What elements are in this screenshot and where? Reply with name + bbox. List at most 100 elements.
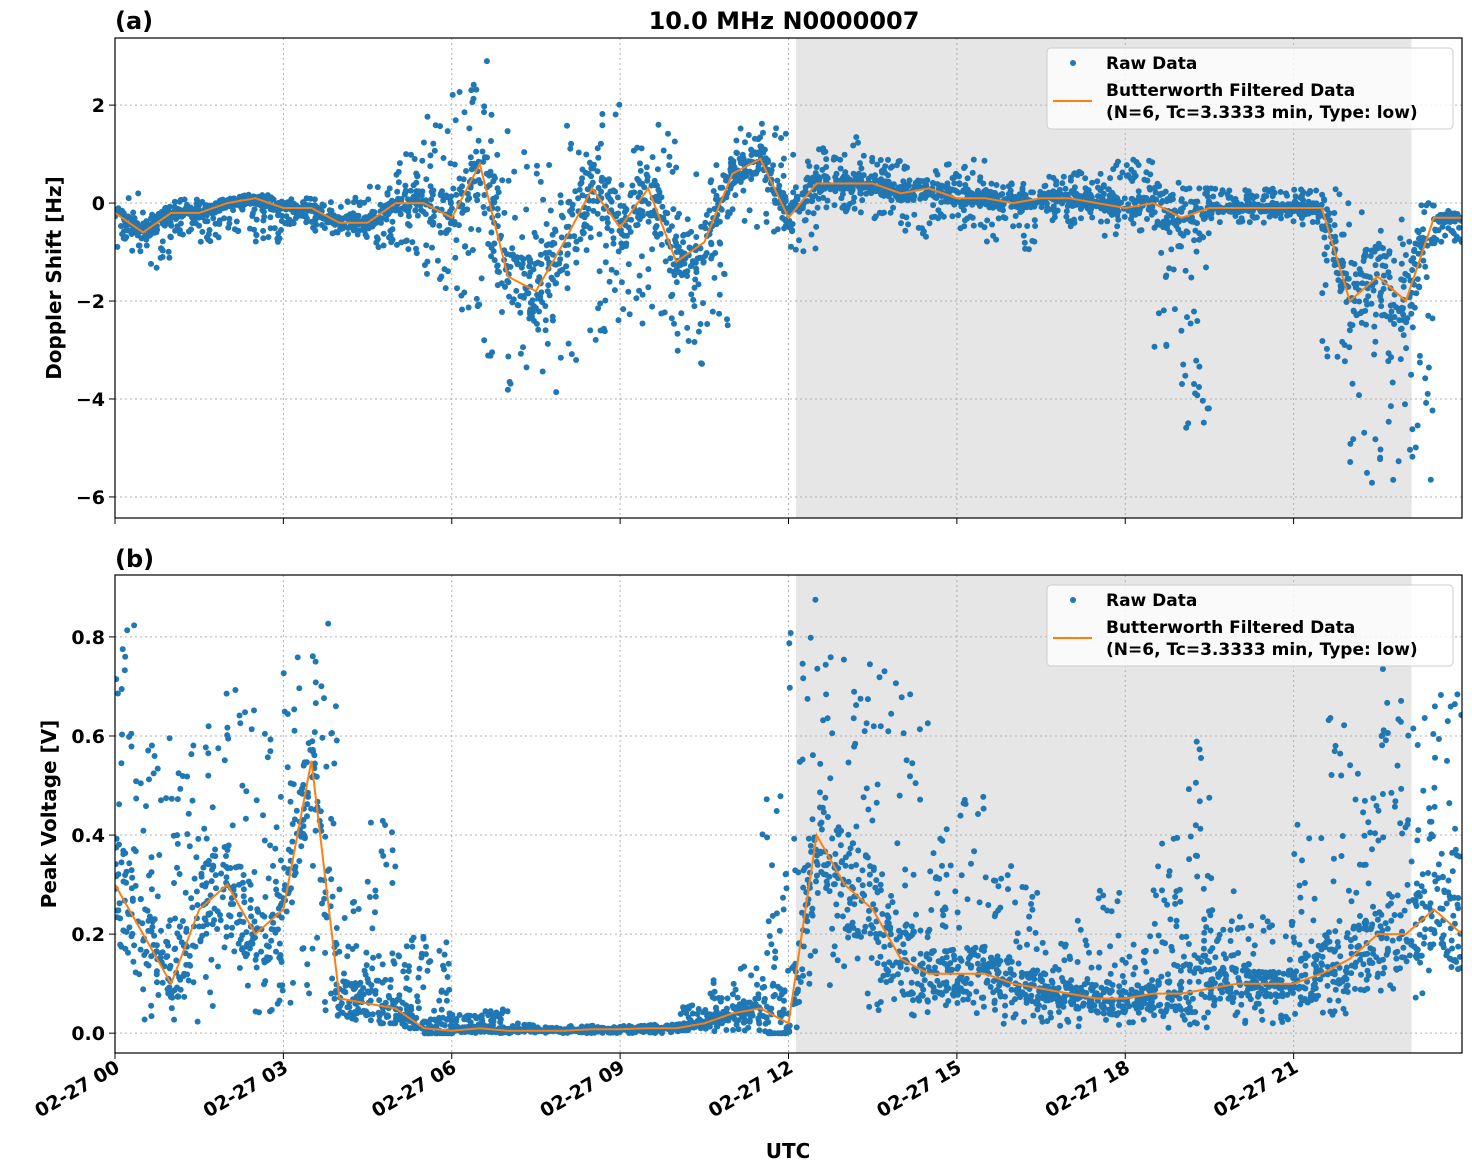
raw-data-point	[399, 1016, 406, 1023]
raw-data-point	[321, 225, 328, 232]
raw-data-point	[575, 149, 582, 156]
raw-data-point	[737, 125, 744, 132]
raw-data-point	[143, 803, 149, 810]
raw-data-point	[272, 929, 279, 936]
raw-data-point	[865, 175, 872, 182]
raw-data-point	[804, 158, 811, 165]
raw-data-point	[542, 303, 549, 309]
raw-data-point	[565, 340, 572, 347]
raw-data-point	[115, 844, 120, 851]
raw-data-point	[454, 285, 460, 292]
raw-data-point	[601, 182, 608, 189]
raw-data-point	[272, 878, 279, 885]
raw-data-point	[1109, 189, 1115, 196]
raw-data-point	[473, 86, 480, 93]
raw-data-point	[173, 957, 180, 964]
raw-data-point	[422, 211, 429, 218]
raw-data-point	[628, 190, 635, 196]
raw-data-point	[872, 172, 879, 179]
raw-data-point	[244, 982, 251, 989]
raw-data-point	[851, 194, 858, 201]
raw-data-point	[592, 336, 599, 343]
raw-data-point	[1071, 219, 1078, 226]
raw-data-point	[790, 189, 797, 196]
raw-data-point	[333, 925, 340, 931]
raw-data-point	[842, 169, 849, 176]
raw-data-point	[923, 177, 930, 184]
raw-data-point	[1040, 200, 1046, 206]
raw-data-point	[1115, 216, 1122, 223]
raw-data-point	[926, 220, 933, 227]
raw-data-point	[1095, 193, 1101, 200]
raw-data-point	[654, 233, 661, 240]
raw-data-point	[420, 984, 427, 991]
raw-data-point	[618, 182, 625, 188]
raw-data-point	[504, 1008, 511, 1015]
raw-data-point	[385, 992, 392, 999]
raw-data-point	[363, 949, 370, 956]
raw-data-point	[375, 1009, 382, 1016]
raw-data-point	[376, 997, 383, 1004]
raw-data-point	[1253, 214, 1260, 221]
raw-data-point	[706, 207, 713, 214]
raw-data-point	[260, 208, 267, 215]
raw-data-point	[745, 132, 752, 138]
raw-data-point	[585, 205, 592, 212]
raw-data-point	[517, 350, 524, 357]
raw-data-point	[1422, 375, 1429, 382]
raw-data-point	[1019, 187, 1026, 194]
raw-data-point	[620, 306, 627, 313]
raw-data-point	[278, 857, 284, 864]
raw-data-point	[1175, 243, 1182, 250]
raw-data-point	[604, 215, 610, 222]
raw-data-point	[723, 177, 729, 184]
raw-data-point	[810, 210, 817, 217]
raw-data-point	[289, 838, 296, 845]
raw-data-point	[1337, 282, 1344, 289]
raw-data-point	[904, 164, 910, 171]
raw-data-point	[379, 961, 386, 968]
raw-data-point	[273, 886, 280, 893]
raw-data-point	[153, 229, 160, 236]
raw-data-point	[153, 942, 160, 949]
raw-data-point	[553, 389, 560, 396]
raw-data-point	[429, 220, 436, 227]
raw-data-point	[1175, 179, 1182, 186]
raw-data-point	[317, 808, 324, 815]
raw-data-point	[602, 297, 609, 304]
raw-data-point	[287, 780, 294, 787]
raw-data-point	[633, 295, 640, 302]
raw-data-point	[1180, 361, 1187, 368]
raw-data-point	[143, 948, 150, 955]
raw-data-point	[468, 87, 475, 94]
raw-data-point	[1144, 216, 1150, 222]
raw-data-point	[514, 1020, 521, 1027]
raw-data-point	[673, 233, 680, 240]
raw-data-point	[872, 213, 879, 220]
raw-data-point	[292, 215, 299, 221]
raw-data-point	[1129, 212, 1136, 219]
raw-data-point	[1130, 220, 1137, 227]
raw-data-point	[217, 917, 224, 924]
raw-data-point	[782, 198, 789, 205]
raw-data-point	[1030, 189, 1036, 196]
raw-data-point	[1435, 227, 1442, 234]
raw-data-point	[594, 145, 601, 152]
raw-data-point	[1439, 223, 1446, 230]
raw-data-point	[732, 192, 739, 199]
raw-data-point	[399, 999, 406, 1006]
raw-data-point	[1012, 203, 1019, 210]
raw-data-point	[623, 206, 630, 213]
raw-data-point	[240, 886, 247, 893]
raw-data-point	[806, 163, 813, 169]
raw-data-point	[1456, 224, 1462, 231]
raw-data-point	[389, 226, 396, 233]
raw-data-point	[981, 157, 988, 164]
raw-data-point	[401, 961, 408, 968]
raw-data-point	[698, 360, 705, 367]
raw-data-point	[1023, 204, 1030, 211]
raw-data-point	[173, 216, 179, 222]
raw-data-point	[322, 833, 329, 840]
raw-data-point	[414, 212, 421, 219]
raw-data-point	[430, 140, 437, 147]
